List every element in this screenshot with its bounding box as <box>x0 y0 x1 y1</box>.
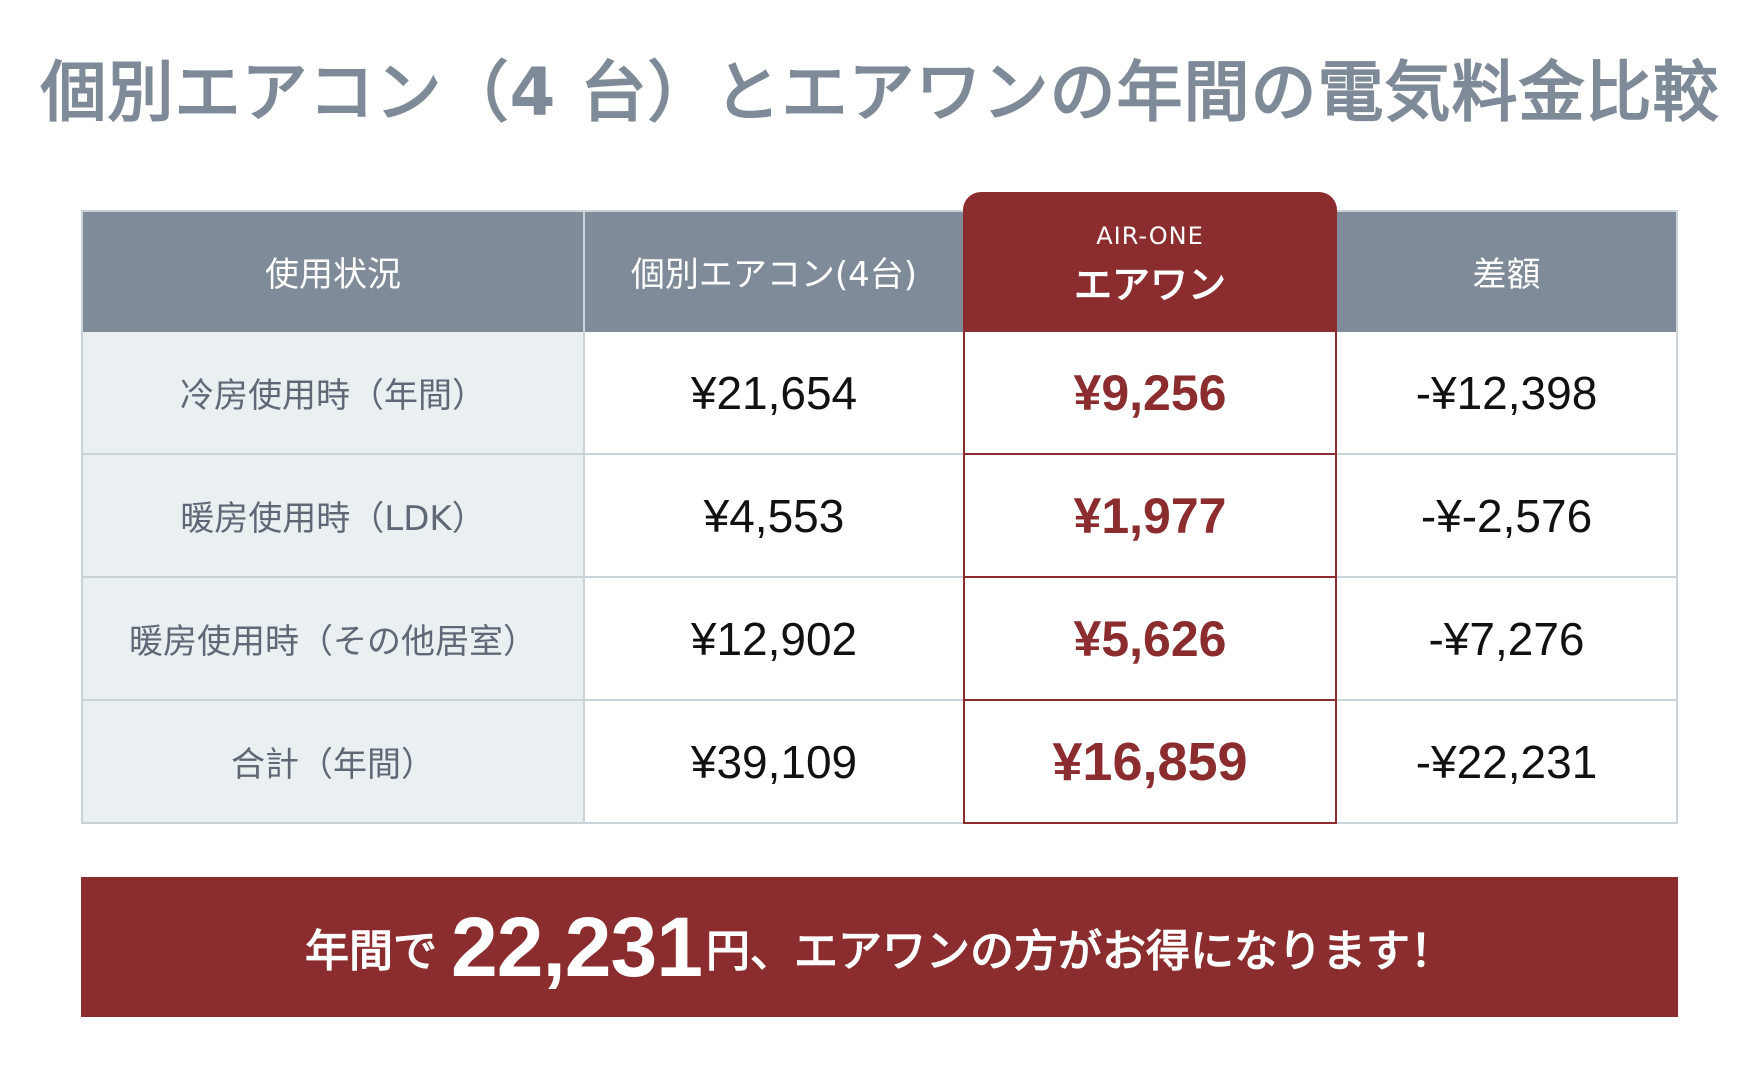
row-label: 暖房使用時（LDK） <box>81 455 585 576</box>
page-title: 個別エアコン（4 台）とエアワンの年間の電気料金比較 <box>40 54 1720 131</box>
individual-cost: ¥21,654 <box>690 366 858 419</box>
header-individual-ac: 個別エアコン(4台) <box>630 254 918 295</box>
row-label: 冷房使用時（年間） <box>81 332 585 453</box>
difference-value: -¥-2,576 <box>1337 455 1678 576</box>
individual-cost: ¥12,902 <box>690 612 858 665</box>
banner-suffix: 円、エアワンの方がお得になります！ <box>705 926 1454 977</box>
individual-cost: ¥4,553 <box>703 489 845 542</box>
difference-value: -¥12,398 <box>1337 332 1678 453</box>
savings-banner: 年間で 22,231 円、エアワンの方がお得になります！ <box>81 877 1678 1017</box>
airone-cost: ¥16,859 <box>963 701 1337 824</box>
table-row: 冷房使用時（年間） ¥21,654 ¥9,256 -¥12,398 <box>81 332 1678 455</box>
individual-cost: ¥39,109 <box>690 735 858 788</box>
header-usage: 使用状況 <box>81 210 585 332</box>
table-row: 暖房使用時（LDK） ¥4,553 ¥1,977 -¥-2,576 <box>81 455 1678 578</box>
airone-cost: ¥5,626 <box>963 578 1337 701</box>
banner-amount: 22,231 <box>451 899 703 994</box>
table-header-row <box>81 210 1678 332</box>
difference-value: -¥22,231 <box>1337 701 1678 822</box>
table-row: 暖房使用時（その他居室） ¥12,902 ¥5,626 -¥7,276 <box>81 578 1678 701</box>
airone-cost: ¥1,977 <box>963 455 1337 578</box>
header-difference: 差額 <box>1337 210 1678 332</box>
airone-cost: ¥9,256 <box>963 332 1337 455</box>
header-airone-ja: エアワン <box>1073 262 1226 307</box>
header-airone-en: AIR-ONE <box>1096 221 1204 250</box>
row-label: 暖房使用時（その他居室） <box>81 578 585 699</box>
table-row-total: 合計（年間） ¥39,109 ¥16,859 -¥22,231 <box>81 701 1678 824</box>
difference-value: -¥7,276 <box>1337 578 1678 699</box>
comparison-table: 使用状況 個別エアコン(4台) AIR-ONE エアワン 差額 冷房使用時（年間… <box>81 192 1678 824</box>
header-airone: AIR-ONE エアワン <box>963 192 1337 332</box>
banner-prefix: 年間で <box>305 926 438 977</box>
table-body: 冷房使用時（年間） ¥21,654 ¥9,256 -¥12,398 暖房使用時（… <box>81 332 1678 824</box>
row-label: 合計（年間） <box>81 701 585 822</box>
